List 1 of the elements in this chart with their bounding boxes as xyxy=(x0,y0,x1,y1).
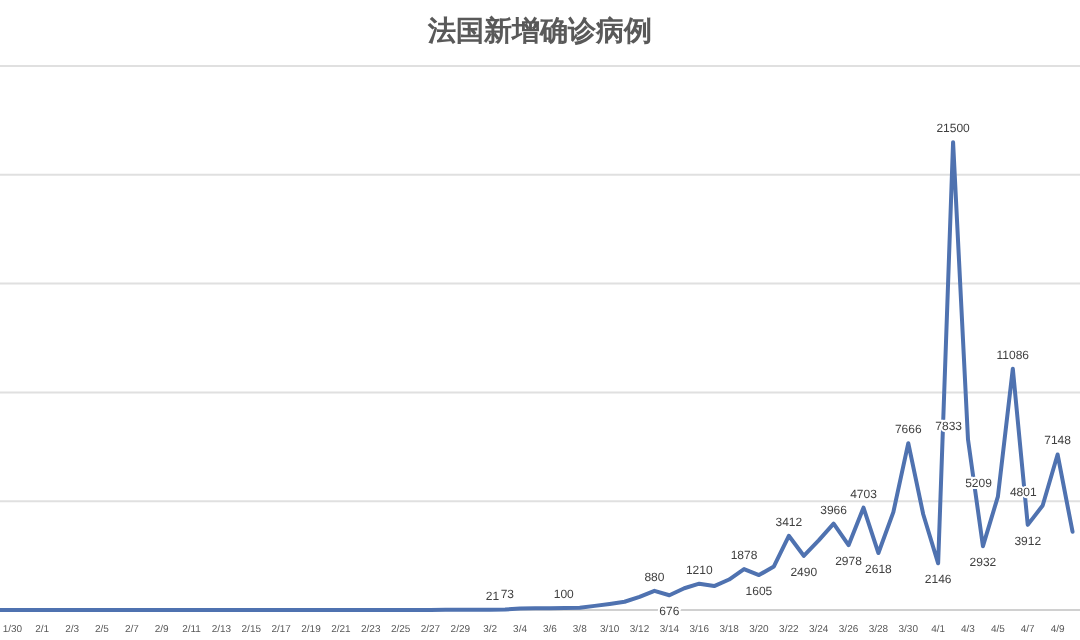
chart-title: 法国新增确诊病例 xyxy=(426,14,652,48)
